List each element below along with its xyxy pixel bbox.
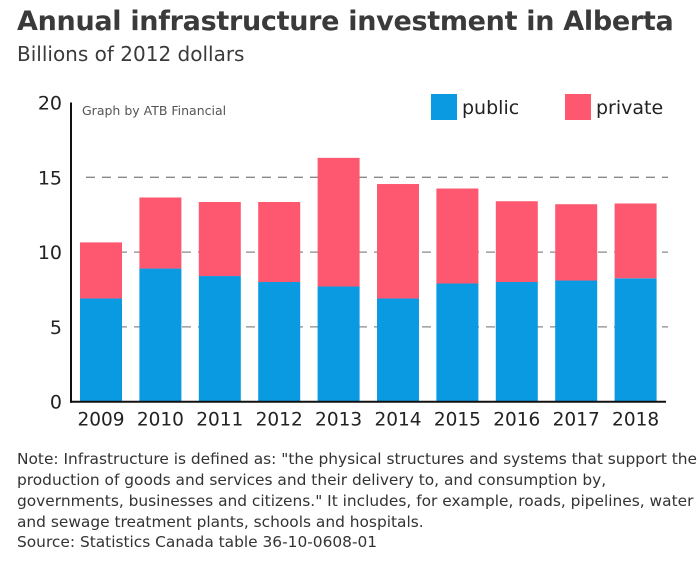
bar-private-2016	[495, 201, 538, 283]
x-tick-label-2012: 2012	[256, 410, 303, 431]
x-tick-label-2016: 2016	[493, 410, 540, 431]
chart-annotation: Graph by ATB Financial	[82, 103, 226, 118]
x-tick-label-2017: 2017	[553, 410, 600, 431]
x-tick-label-2018: 2018	[612, 410, 659, 431]
legend-swatch-public	[431, 94, 457, 120]
chart-subtitle: Billions of 2012 dollars	[17, 42, 245, 66]
x-tick-label-2011: 2011	[196, 410, 243, 431]
bar-private-2009	[80, 242, 122, 299]
bar-private-2017	[555, 204, 598, 281]
bar-private-2011	[198, 201, 241, 277]
bar-private-2015	[436, 188, 479, 284]
y-tick-label-20: 20	[38, 93, 62, 115]
y-tick-label-15: 15	[38, 167, 62, 189]
bar-public-2016	[495, 282, 538, 402]
bar-private-2013	[317, 157, 360, 287]
bar-public-2014	[377, 298, 419, 402]
bar-public-2010	[139, 268, 182, 402]
bar-private-2012	[258, 201, 301, 283]
bar-public-2015	[436, 283, 479, 402]
bar-public-2018	[614, 278, 657, 402]
x-tick-label-2013: 2013	[315, 410, 362, 431]
bar-private-2014	[377, 184, 419, 299]
chart-source: Source: Statistics Canada table 36-10-06…	[17, 533, 378, 551]
bar-public-2013	[317, 286, 360, 402]
bar-public-2012	[258, 282, 301, 402]
legend-label-public: public	[462, 97, 519, 119]
y-tick-label-0: 0	[50, 392, 62, 414]
bar-public-2011	[198, 276, 241, 402]
x-tick-label-2010: 2010	[137, 410, 184, 431]
y-tick-label-10: 10	[38, 242, 62, 264]
bar-private-2010	[139, 197, 182, 269]
x-tick-label-2009: 2009	[77, 410, 124, 431]
bar-private-2018	[614, 203, 657, 279]
x-tick-label-2014: 2014	[374, 410, 421, 431]
chart-title: Annual infrastructure investment in Albe…	[17, 6, 674, 37]
legend-swatch-private	[565, 94, 591, 120]
legend-label-private: private	[596, 97, 663, 119]
stacked-bar-chart: 0 5 10 15 20 2009 2010 2011 2012 2013 2014 2015 2016…	[38, 93, 668, 431]
bar-public-2009	[80, 298, 122, 402]
chart-note: Note: Infrastructure is defined as: "the…	[17, 450, 698, 531]
bar-public-2017	[555, 280, 598, 402]
x-tick-label-2015: 2015	[434, 410, 481, 431]
y-tick-label-5: 5	[50, 317, 62, 339]
